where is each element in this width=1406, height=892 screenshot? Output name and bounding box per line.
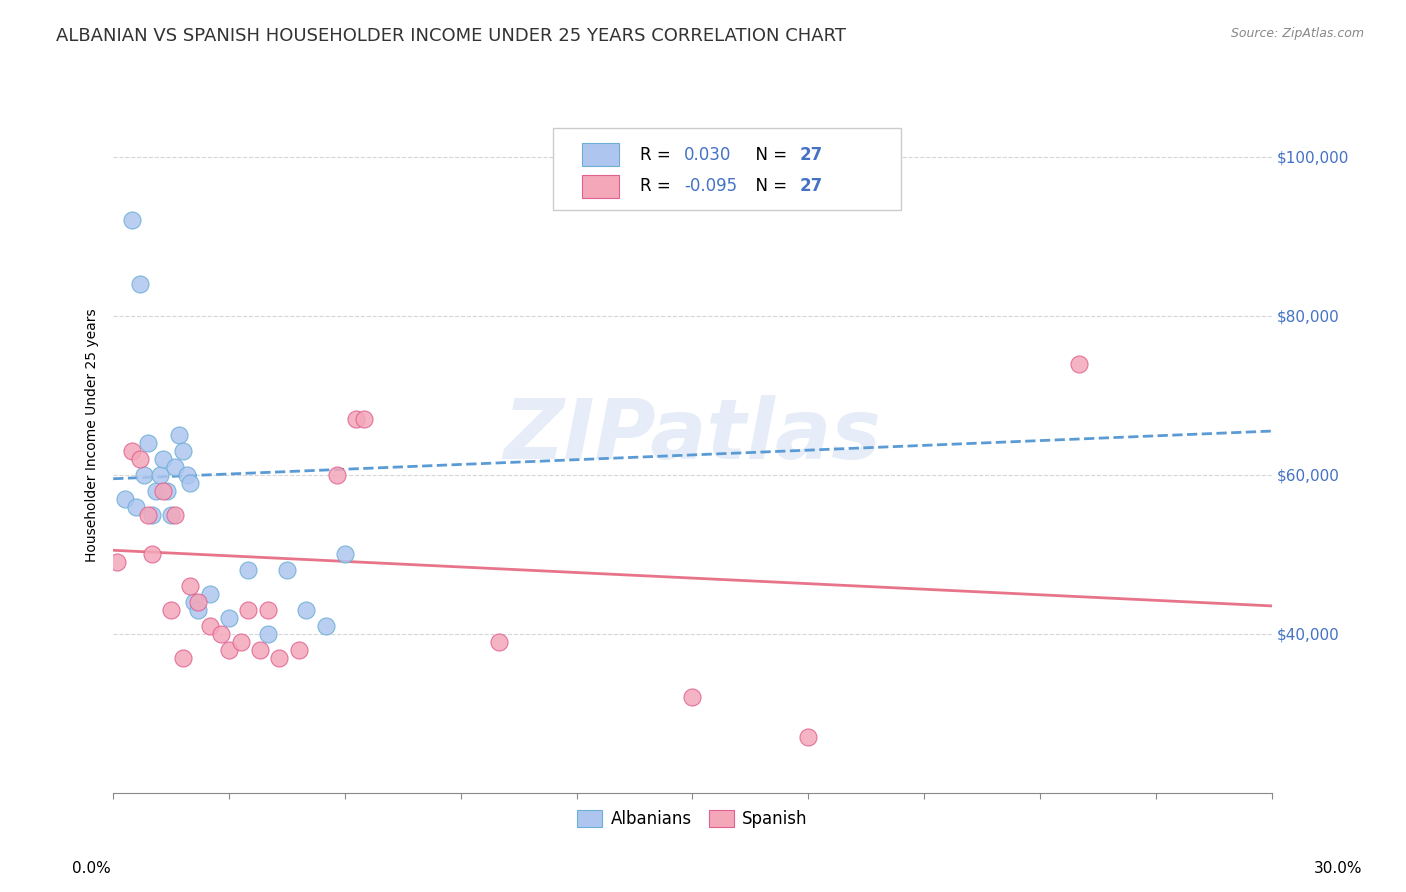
Point xyxy=(346,412,368,426)
Point xyxy=(163,508,186,522)
Text: 0.0%: 0.0% xyxy=(72,861,111,876)
Point xyxy=(160,508,183,522)
Point xyxy=(287,642,309,657)
Point xyxy=(172,444,194,458)
Text: 30.0%: 30.0% xyxy=(1315,861,1362,876)
Point xyxy=(121,213,143,227)
Point xyxy=(249,642,271,657)
Point xyxy=(315,619,337,633)
Text: R =: R = xyxy=(640,178,676,195)
Text: N =: N = xyxy=(745,178,792,195)
Point xyxy=(125,500,148,514)
Point xyxy=(276,563,298,577)
Point xyxy=(160,603,183,617)
Point xyxy=(114,491,136,506)
Point xyxy=(183,595,205,609)
Point xyxy=(256,626,278,640)
Point xyxy=(148,467,170,482)
FancyBboxPatch shape xyxy=(554,128,901,210)
Point xyxy=(295,603,318,617)
Point xyxy=(238,603,260,617)
Point xyxy=(187,595,209,609)
Point xyxy=(187,603,209,617)
Point xyxy=(136,436,159,450)
Text: 27: 27 xyxy=(800,145,824,164)
Point xyxy=(129,451,152,466)
Text: 0.030: 0.030 xyxy=(685,145,731,164)
Point xyxy=(229,634,252,648)
FancyBboxPatch shape xyxy=(582,175,620,198)
Point xyxy=(141,508,163,522)
Point xyxy=(132,467,155,482)
Point xyxy=(218,642,240,657)
Point xyxy=(256,603,278,617)
Point xyxy=(353,412,375,426)
Point xyxy=(136,508,159,522)
FancyBboxPatch shape xyxy=(582,144,620,166)
Point xyxy=(105,555,128,569)
Point xyxy=(1067,357,1090,371)
Point xyxy=(167,428,190,442)
Point xyxy=(179,475,201,490)
Point xyxy=(145,483,167,498)
Point xyxy=(198,587,221,601)
Point xyxy=(172,650,194,665)
Text: ALBANIAN VS SPANISH HOUSEHOLDER INCOME UNDER 25 YEARS CORRELATION CHART: ALBANIAN VS SPANISH HOUSEHOLDER INCOME U… xyxy=(56,27,846,45)
Text: N =: N = xyxy=(745,145,792,164)
Point xyxy=(129,277,152,291)
Text: R =: R = xyxy=(640,145,676,164)
Point xyxy=(163,459,186,474)
Point xyxy=(176,467,198,482)
Text: Source: ZipAtlas.com: Source: ZipAtlas.com xyxy=(1230,27,1364,40)
Point xyxy=(797,730,820,744)
Point xyxy=(198,619,221,633)
Point xyxy=(209,626,232,640)
Point xyxy=(179,579,201,593)
Point xyxy=(152,483,174,498)
Point xyxy=(218,611,240,625)
Y-axis label: Householder Income Under 25 years: Householder Income Under 25 years xyxy=(86,309,100,562)
Point xyxy=(141,547,163,561)
Point xyxy=(269,650,291,665)
Point xyxy=(121,444,143,458)
Point xyxy=(326,467,349,482)
Point xyxy=(333,547,356,561)
Text: ZIPatlas: ZIPatlas xyxy=(503,394,882,475)
Point xyxy=(681,690,703,705)
Text: -0.095: -0.095 xyxy=(685,178,737,195)
Point xyxy=(152,451,174,466)
Point xyxy=(488,634,510,648)
Point xyxy=(238,563,260,577)
Legend: Albanians, Spanish: Albanians, Spanish xyxy=(571,803,814,834)
Point xyxy=(156,483,179,498)
Text: 27: 27 xyxy=(800,178,824,195)
